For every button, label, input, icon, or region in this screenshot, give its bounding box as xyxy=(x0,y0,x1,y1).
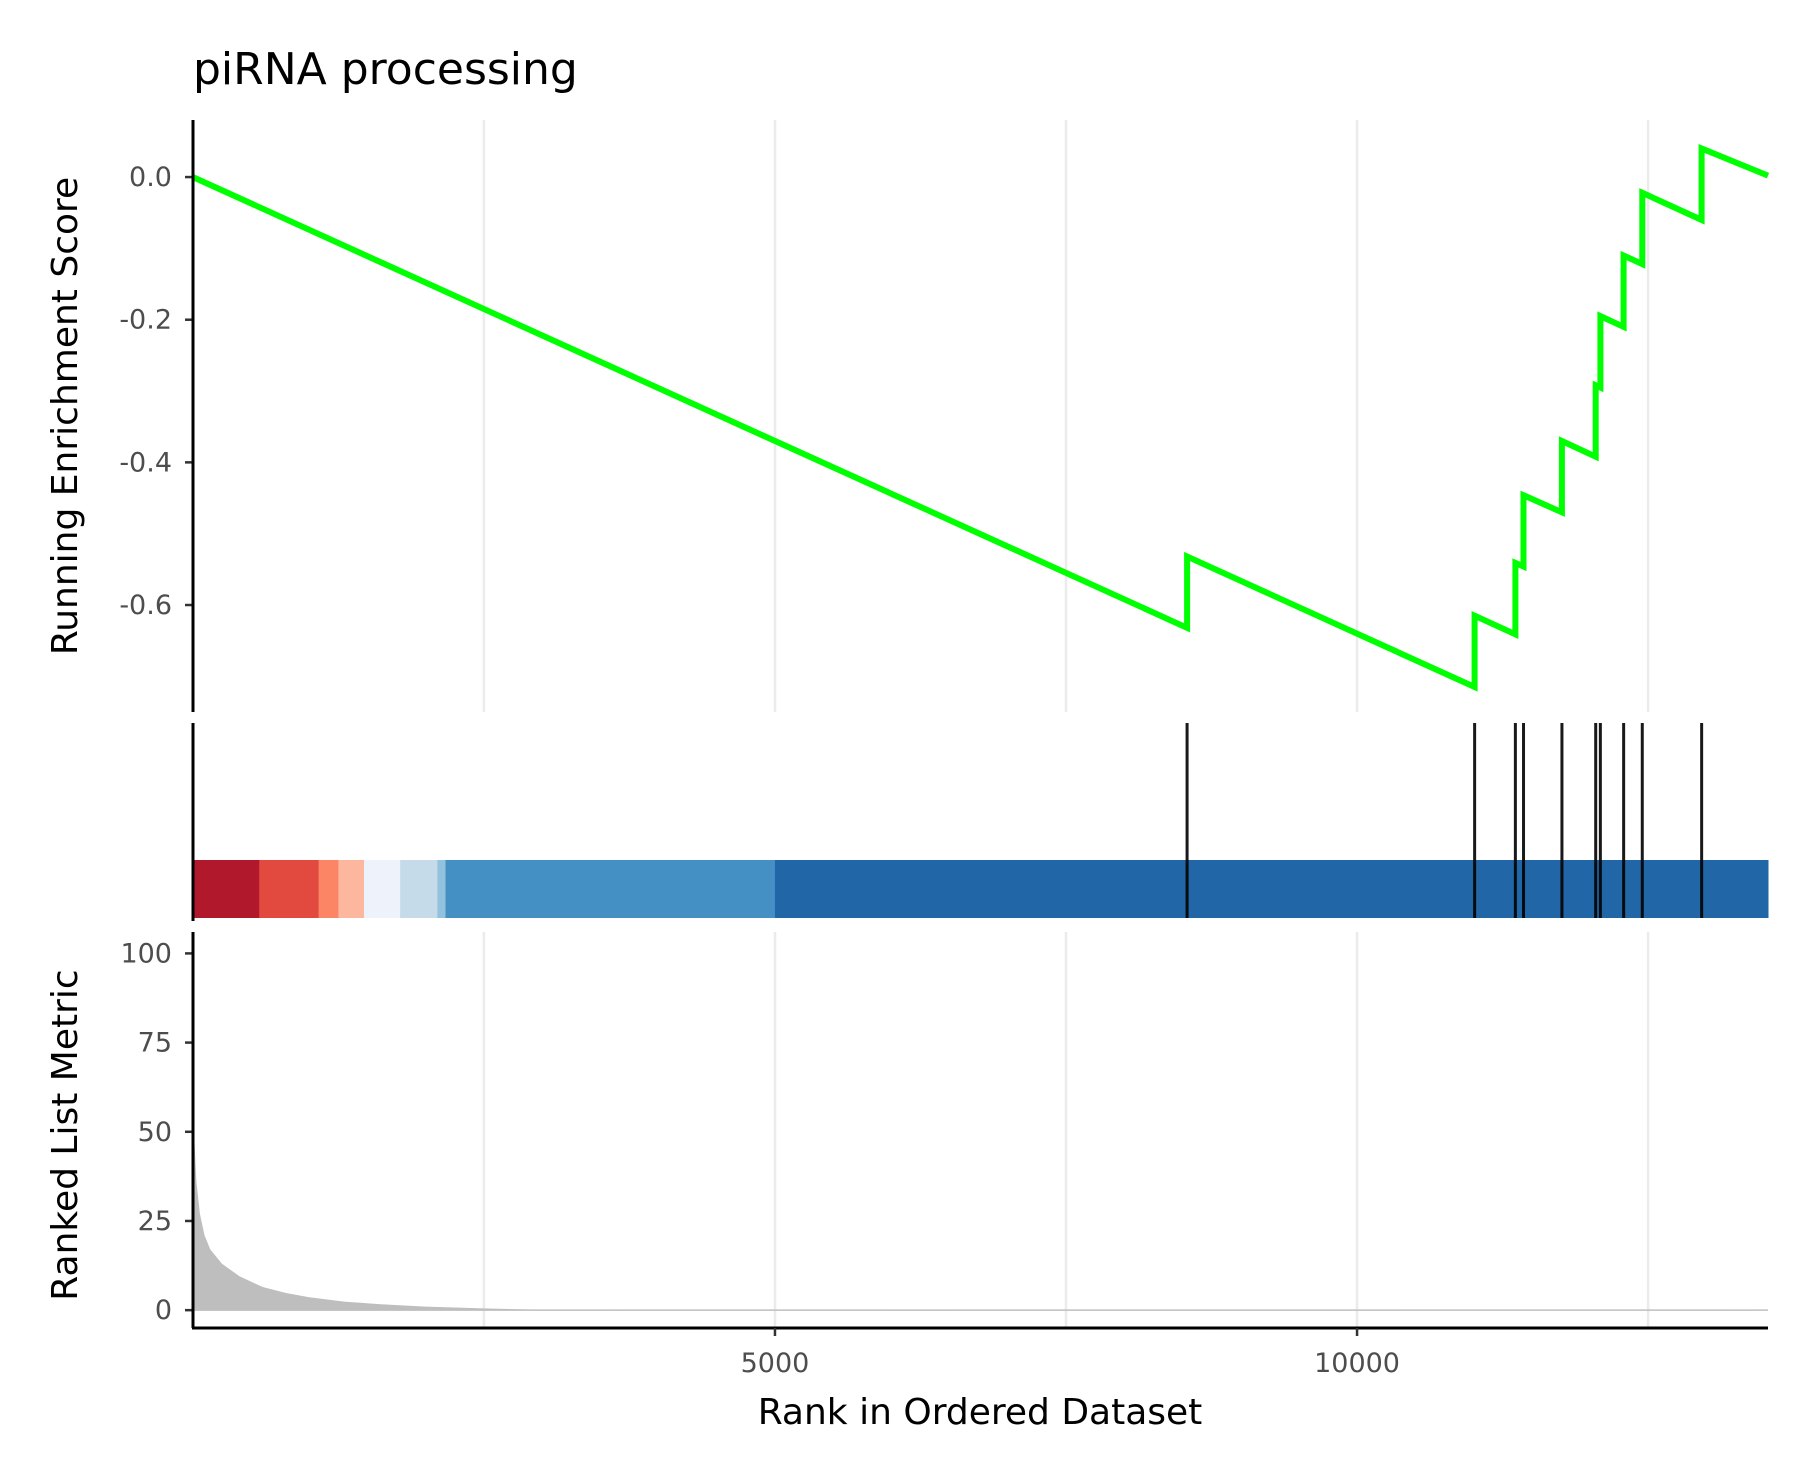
metric-y-tick-label: 100 xyxy=(120,938,172,969)
color-band xyxy=(437,860,447,918)
color-band xyxy=(364,860,401,918)
chart-title: piRNA processing xyxy=(193,44,578,95)
metric-gridlines xyxy=(482,932,1650,1328)
x-tick-label: 5000 xyxy=(741,1348,810,1379)
running-score-panel: 0.0 -0.2 -0.4 -0.6 Running Enrichment Score xyxy=(45,120,1770,712)
metric-y-tick-label: 25 xyxy=(138,1206,172,1237)
score-y-axis-label: Running Enrichment Score xyxy=(45,177,86,655)
color-band xyxy=(338,860,365,918)
gene-hit-marks xyxy=(1185,723,1704,918)
score-y-tick-label: -0.4 xyxy=(119,447,172,478)
x-tick-label: 10000 xyxy=(1314,1348,1400,1379)
x-axis-ticks: 5000 10000 xyxy=(741,1328,1400,1379)
running-score-line xyxy=(191,144,1770,692)
metric-y-axis-ticks: 0 25 50 75 100 xyxy=(120,938,193,1326)
metric-y-tick-label: 75 xyxy=(138,1028,172,1059)
score-y-tick-label: -0.6 xyxy=(119,590,172,621)
ranked-metric-panel: 0 25 50 75 100 5000 10000 Ranked List Metric xyxy=(45,932,1768,1379)
score-gridlines xyxy=(482,120,1650,712)
color-band xyxy=(400,860,438,918)
score-y-tick-label: -0.2 xyxy=(119,305,172,336)
metric-y-tick-label: 50 xyxy=(138,1117,172,1148)
color-band xyxy=(445,860,776,918)
score-y-tick-label: 0.0 xyxy=(129,162,172,193)
score-y-axis-ticks: 0.0 -0.2 -0.4 -0.6 xyxy=(119,162,193,621)
metric-y-tick-label: 0 xyxy=(155,1295,172,1326)
hits-panel xyxy=(191,723,1769,921)
metric-y-axis-label: Ranked List Metric xyxy=(45,969,86,1300)
color-band xyxy=(259,860,320,918)
color-band xyxy=(774,860,1769,918)
color-band xyxy=(193,860,260,918)
ranking-color-bar xyxy=(193,860,1769,918)
color-band xyxy=(318,860,339,918)
x-axis-label: Rank in Ordered Dataset xyxy=(758,1392,1203,1433)
